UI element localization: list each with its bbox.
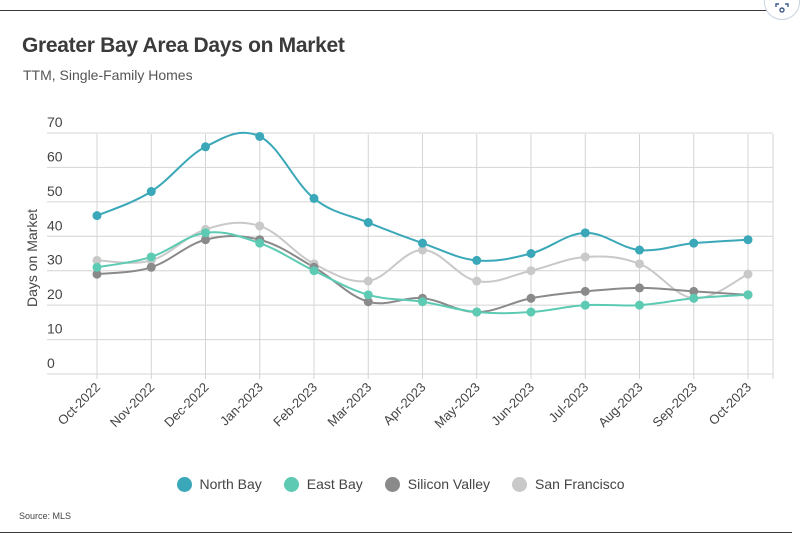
point-san-francisco-aug-2023 (635, 259, 644, 269)
chart-title: Greater Bay Area Days on Market (22, 34, 345, 57)
point-north-bay-jan-2023 (255, 131, 265, 141)
x-axis-ticks: Oct-2022 Nov-2022 Dec-2022 Jan-2023 Feb-2023… (55, 380, 754, 431)
legend-label: North Bay (199, 476, 262, 492)
y-tick-label: 40 (47, 217, 63, 233)
point-north-bay-jul-2023 (580, 228, 590, 238)
top-rule (0, 10, 792, 11)
y-axis-label: Days on Market (24, 209, 40, 307)
x-tick-label: Apr-2023 (380, 380, 428, 428)
legend-swatch-east-bay (283, 476, 299, 492)
point-east-bay-jul-2023 (580, 300, 590, 310)
point-north-bay-may-2023 (472, 255, 482, 265)
series-points (92, 131, 753, 317)
point-silicon-valley-aug-2023 (635, 283, 644, 293)
point-north-bay-mar-2023 (363, 218, 373, 228)
legend-label: San Francisco (535, 476, 625, 492)
x-tick-label: Oct-2022 (55, 380, 103, 428)
point-east-bay-dec-2022 (201, 228, 210, 238)
x-tick-label: Oct-2023 (706, 380, 754, 428)
point-san-francisco-may-2023 (472, 276, 482, 286)
point-east-bay-oct-2023 (743, 290, 753, 300)
point-east-bay-mar-2023 (363, 290, 373, 300)
legend-swatch-north-bay (176, 476, 192, 492)
point-north-bay-feb-2023 (309, 193, 319, 203)
y-tick-label: 20 (47, 286, 63, 302)
point-north-bay-apr-2023 (418, 238, 427, 248)
legend-item-silicon-valley[interactable]: Silicon Valley (384, 476, 491, 492)
legend-label: Silicon Valley (407, 476, 491, 492)
point-east-bay-oct-2022 (92, 262, 102, 272)
point-east-bay-nov-2022 (146, 252, 156, 262)
chart-subtitle: TTM, Single-Family Homes (23, 67, 193, 83)
point-san-francisco-jul-2023 (580, 252, 590, 262)
x-tick-label: Sep-2023 (649, 380, 699, 430)
point-east-bay-may-2023 (472, 307, 482, 317)
source-note: Source: MLS (19, 511, 72, 521)
y-tick-label: 10 (47, 321, 63, 337)
legend-swatch-san-francisco (512, 476, 528, 492)
point-east-bay-sep-2023 (689, 293, 699, 303)
point-north-bay-oct-2022 (92, 211, 102, 221)
point-san-francisco-oct-2023 (743, 269, 753, 279)
y-tick-label: 60 (47, 148, 63, 164)
point-san-francisco-jan-2023 (255, 221, 265, 231)
point-silicon-valley-sep-2023 (689, 286, 699, 296)
bottom-rule (0, 532, 792, 533)
point-north-bay-nov-2022 (146, 187, 156, 197)
x-tick-label: Jan-2023 (217, 380, 266, 429)
point-san-francisco-oct-2022 (92, 255, 102, 265)
point-east-bay-jan-2023 (255, 238, 265, 248)
legend: North Bay East Bay Silicon Valley San Franc… (0, 476, 801, 492)
x-tick-label: Jun-2023 (488, 380, 537, 429)
x-tick-label: May-2023 (431, 380, 482, 431)
x-tick-label: Dec-2022 (161, 380, 211, 430)
legend-item-north-bay[interactable]: North Bay (176, 476, 262, 492)
point-north-bay-sep-2023 (689, 238, 699, 248)
point-north-bay-dec-2022 (201, 142, 210, 152)
point-north-bay-oct-2023 (743, 235, 753, 245)
y-tick-label: 0 (47, 355, 55, 371)
point-silicon-valley-jun-2023 (526, 293, 536, 303)
x-tick-label: Jul-2023 (545, 380, 591, 426)
x-tick-label: Nov-2022 (107, 380, 157, 430)
x-tick-label: Feb-2023 (270, 380, 320, 430)
point-silicon-valley-jul-2023 (580, 286, 590, 296)
point-east-bay-apr-2023 (418, 297, 427, 307)
point-san-francisco-apr-2023 (418, 245, 427, 255)
point-silicon-valley-mar-2023 (363, 297, 373, 307)
y-tick-label: 50 (47, 183, 63, 199)
legend-item-san-francisco[interactable]: San Francisco (512, 476, 625, 492)
point-east-bay-jun-2023 (526, 307, 536, 317)
point-silicon-valley-oct-2022 (92, 269, 102, 279)
point-san-francisco-mar-2023 (363, 276, 373, 286)
point-silicon-valley-nov-2022 (146, 262, 156, 272)
legend-item-east-bay[interactable]: East Bay (283, 476, 363, 492)
y-axis-ticks: 0 10 20 30 40 50 60 70 (47, 114, 63, 371)
x-tick-label: Aug-2023 (595, 380, 645, 430)
x-tick-label: Mar-2023 (324, 380, 374, 430)
y-tick-label: 30 (47, 252, 63, 268)
legend-label: East Bay (306, 476, 363, 492)
point-north-bay-aug-2023 (635, 245, 644, 255)
point-east-bay-aug-2023 (635, 300, 644, 310)
point-east-bay-feb-2023 (309, 266, 319, 276)
legend-swatch-silicon-valley (384, 476, 400, 492)
point-silicon-valley-dec-2022 (201, 235, 210, 245)
y-tick-label: 70 (47, 114, 63, 130)
point-north-bay-jun-2023 (526, 249, 536, 258)
point-san-francisco-jun-2023 (526, 266, 536, 276)
scan-icon (775, 3, 789, 13)
